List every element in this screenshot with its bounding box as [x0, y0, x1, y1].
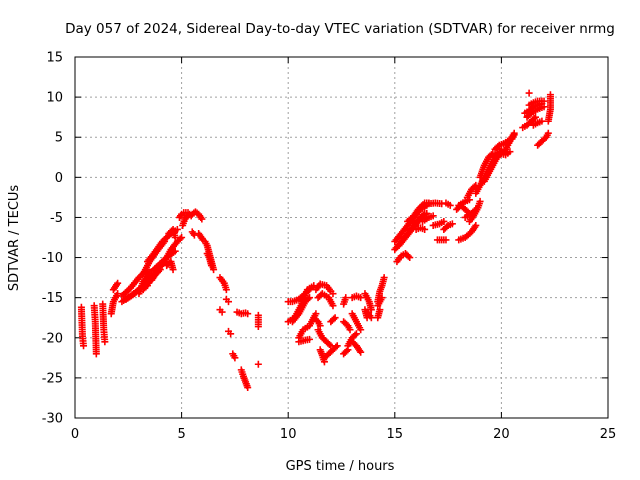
y-axis-label: SDTVAR / TECUs [7, 185, 22, 292]
data-point [421, 209, 429, 217]
data-point [448, 220, 456, 228]
data-point [101, 338, 109, 346]
x-tick-label: 15 [387, 427, 404, 442]
chart-title: Day 057 of 2024, Sidereal Day-to-day VTE… [65, 21, 615, 37]
x-axis-label: GPS time / hours [286, 459, 395, 474]
data-point [352, 330, 360, 338]
y-tick-label: 5 [55, 131, 63, 146]
data-point [316, 322, 324, 330]
data-point [442, 236, 450, 244]
data-point [494, 143, 502, 151]
data-point [218, 308, 226, 316]
data-point [346, 326, 354, 334]
data-point [244, 384, 252, 392]
data-point [244, 310, 252, 318]
data-point [92, 350, 100, 358]
data-point [332, 343, 340, 351]
data-point [254, 323, 262, 331]
data-point [351, 331, 359, 339]
data-point [306, 335, 314, 343]
data-point [357, 326, 365, 334]
data-point [443, 223, 451, 231]
data-point [429, 212, 437, 220]
data-point [440, 217, 448, 225]
y-tick-label: -5 [50, 211, 63, 226]
y-tick-label: -25 [42, 371, 63, 386]
data-point [330, 315, 338, 323]
data-point [487, 151, 495, 159]
data-point [376, 306, 384, 314]
data-point [380, 274, 388, 282]
data-point [532, 113, 540, 121]
data-point [489, 149, 497, 157]
data-point [446, 201, 454, 209]
data-point [525, 89, 533, 97]
data-point [331, 314, 339, 322]
data-point [367, 314, 375, 322]
data-point [357, 348, 365, 356]
y-tick-label: -15 [42, 291, 63, 306]
y-tick-label: 15 [46, 51, 63, 66]
y-tick-label: 10 [46, 91, 63, 106]
data-point [225, 298, 233, 306]
data-point [472, 221, 480, 229]
data-point [404, 252, 412, 260]
data-point [476, 197, 484, 205]
x-tick-label: 25 [600, 427, 617, 442]
data-point [342, 347, 350, 355]
data-point [152, 270, 160, 278]
x-tick-label: 20 [493, 427, 510, 442]
x-tick-label: 10 [280, 427, 297, 442]
x-tick-label: 5 [177, 427, 185, 442]
data-point [342, 294, 350, 302]
data-point [114, 279, 122, 287]
data-point [530, 115, 538, 123]
data-point [406, 254, 414, 262]
data-point [540, 97, 548, 105]
data-point [438, 200, 446, 208]
y-tick-label: 0 [55, 171, 63, 186]
data-point [207, 262, 215, 270]
data-point [367, 306, 375, 314]
data-point [254, 360, 262, 368]
data-point [544, 129, 552, 137]
data-point [231, 354, 239, 362]
data-point [344, 346, 352, 354]
data-point [222, 286, 230, 294]
data-point [357, 294, 365, 302]
data-point [538, 117, 546, 125]
data-point [329, 302, 337, 310]
gridlines [75, 57, 608, 418]
data-point [421, 225, 429, 233]
data-points [77, 89, 554, 392]
plot-frame [74, 56, 609, 419]
data-point [184, 212, 192, 220]
y-tick-label: -10 [42, 251, 63, 266]
data-point [80, 342, 88, 350]
data-point [333, 342, 341, 350]
data-point [171, 234, 179, 241]
data-point [114, 290, 122, 298]
data-point [546, 91, 554, 99]
data-point [329, 290, 337, 298]
data-point [510, 131, 518, 139]
data-point [325, 340, 333, 348]
data-point [506, 148, 514, 156]
data-point [169, 266, 177, 274]
data-point [210, 266, 218, 274]
data-point [176, 235, 184, 243]
y-tick-label: -20 [42, 331, 63, 346]
data-point [198, 215, 206, 223]
x-tick-label: 0 [71, 427, 79, 442]
data-point [178, 234, 186, 241]
data-point [526, 110, 534, 118]
data-point [227, 330, 235, 338]
y-tick-label: -30 [42, 412, 63, 427]
